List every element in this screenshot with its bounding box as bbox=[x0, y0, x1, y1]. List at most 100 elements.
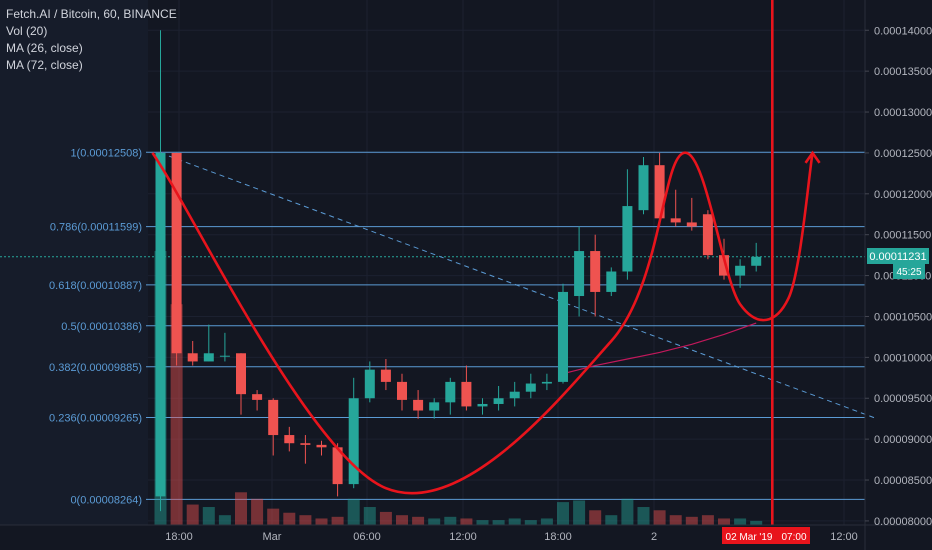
candle-body bbox=[413, 399, 424, 411]
price-tick-label: 0.00008000 bbox=[874, 516, 932, 528]
volume-bar bbox=[621, 498, 634, 525]
volume-bar bbox=[170, 304, 183, 525]
price-tick-label: 0.00008500 bbox=[874, 475, 932, 487]
volume-bar bbox=[557, 502, 569, 525]
trendline-drawing[interactable] bbox=[160, 152, 878, 420]
volume-bar bbox=[734, 518, 747, 525]
fib-level-label: 0.5(0.00010386) bbox=[61, 321, 142, 333]
candle-body bbox=[461, 381, 472, 407]
fib-level-label: 0(0.00008264) bbox=[70, 494, 142, 506]
candle-body bbox=[252, 394, 263, 400]
volume-bar bbox=[202, 507, 215, 525]
candle-body bbox=[574, 251, 585, 297]
candle-body bbox=[735, 265, 746, 276]
volume-bar bbox=[605, 515, 618, 525]
dashed-trendline bbox=[160, 152, 878, 420]
volume-bar bbox=[492, 520, 505, 525]
volume-bar bbox=[444, 516, 457, 525]
candle-body bbox=[284, 435, 295, 444]
candle-body bbox=[638, 165, 649, 211]
candle-body bbox=[606, 271, 617, 292]
candle-body bbox=[429, 402, 440, 411]
price-tick-label: 0.00011500 bbox=[874, 230, 931, 242]
candle-body bbox=[493, 398, 504, 404]
volume-bar bbox=[428, 518, 441, 525]
volume-bar bbox=[524, 520, 537, 525]
volume-bar bbox=[460, 518, 473, 525]
volume-bar bbox=[669, 515, 682, 525]
volume-bar bbox=[589, 510, 602, 525]
left-shade bbox=[0, 0, 148, 525]
moving-average bbox=[562, 322, 757, 375]
indicator-ma-72[interactable]: MA (72, close) bbox=[6, 58, 83, 72]
candle-body bbox=[670, 218, 681, 223]
volume-bar bbox=[412, 516, 425, 525]
candle-body bbox=[622, 206, 633, 272]
volume-bar bbox=[379, 511, 392, 525]
volume-bar bbox=[235, 492, 247, 525]
price-tick-label: 0.00010000 bbox=[874, 352, 932, 364]
time-highlight-date: 02 Mar '19 bbox=[726, 532, 773, 543]
time-tick-label: 2 bbox=[651, 531, 657, 543]
countdown-box bbox=[893, 264, 925, 279]
volume-bar bbox=[701, 515, 714, 525]
volume-bar bbox=[750, 520, 763, 525]
time-tick-label: 12:00 bbox=[830, 531, 858, 543]
volume-bar bbox=[685, 516, 698, 525]
candle-body bbox=[751, 256, 762, 266]
fib-level-label: 1(0.00012508) bbox=[70, 147, 142, 159]
fib-level-label: 0.236(0.00009265) bbox=[49, 412, 142, 424]
time-highlight: 02 Mar '19 07:00 bbox=[722, 527, 810, 544]
volume-bar bbox=[363, 507, 376, 525]
candle-body bbox=[719, 255, 729, 276]
candle-body bbox=[187, 353, 198, 362]
chart-legend: Fetch.AI / Bitcoin, 60, BINANCE Vol (20)… bbox=[6, 6, 177, 74]
candle-body bbox=[541, 381, 552, 384]
time-tick-label: 12:00 bbox=[449, 531, 477, 543]
candle-body bbox=[236, 353, 246, 395]
candle-body bbox=[654, 165, 665, 219]
price-tick-label: 0.00009500 bbox=[874, 393, 932, 405]
fib-retracement[interactable]: 1(0.00012508) 0.786(0.00011599) 0.618(0.00… bbox=[0, 147, 865, 506]
candle-body bbox=[445, 381, 456, 403]
volume-bar bbox=[299, 515, 312, 525]
candle-body bbox=[316, 444, 327, 448]
fib-level-label: 0.382(0.00009885) bbox=[49, 362, 142, 374]
candle-body bbox=[397, 381, 407, 400]
volume-bar bbox=[396, 515, 408, 525]
price-tick-label: 0.00012500 bbox=[874, 148, 932, 160]
indicator-vol[interactable]: Vol (20) bbox=[6, 24, 48, 38]
ma-line bbox=[562, 322, 757, 375]
current-price-tag: 0.00011231 45:25 bbox=[867, 248, 929, 279]
candle-body bbox=[203, 353, 214, 362]
candle-body bbox=[364, 369, 375, 399]
volume-bar bbox=[573, 500, 586, 525]
candle-body bbox=[525, 383, 536, 392]
time-tick-label: Mar bbox=[263, 531, 282, 543]
time-tick-label: 06:00 bbox=[353, 531, 381, 543]
symbol-title: Fetch.AI / Bitcoin, 60, BINANCE bbox=[6, 7, 177, 21]
indicator-ma-26[interactable]: MA (26, close) bbox=[6, 41, 83, 55]
time-tick-label: 18:00 bbox=[165, 531, 193, 543]
candle-body bbox=[380, 369, 391, 382]
cup-arrowhead bbox=[804, 150, 821, 164]
volume-bar bbox=[718, 518, 730, 525]
volume-bar bbox=[508, 518, 521, 525]
grid-lines bbox=[148, 0, 865, 525]
time-axis[interactable]: 18:00 Mar 06:00 12:00 18:00 2 12:00 bbox=[165, 531, 858, 543]
cup-curve bbox=[151, 151, 814, 495]
candle-body bbox=[477, 403, 488, 407]
price-tick-label: 0.00013500 bbox=[874, 66, 932, 78]
volume-bars bbox=[154, 251, 763, 526]
time-highlight-box bbox=[722, 527, 810, 544]
candle-body bbox=[509, 391, 520, 399]
candle-body bbox=[300, 443, 311, 445]
time-highlight-time: 07:00 bbox=[781, 532, 806, 543]
cup-drawing[interactable] bbox=[151, 0, 821, 525]
volume-bar bbox=[218, 515, 231, 525]
volume-bar bbox=[283, 512, 296, 525]
volume-bar bbox=[637, 507, 650, 525]
candle-body bbox=[171, 152, 182, 354]
